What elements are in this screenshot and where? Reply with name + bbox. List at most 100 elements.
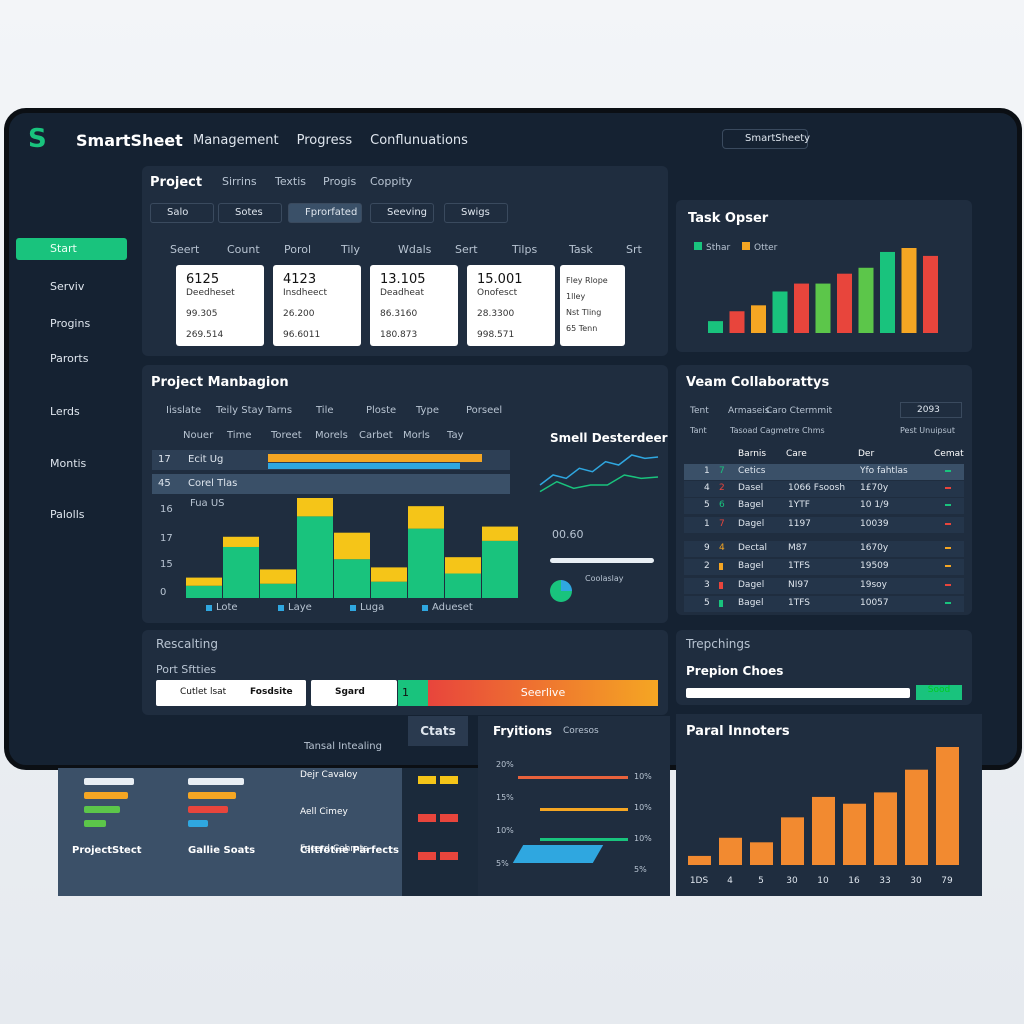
rescalting-label: Port Sftties	[156, 663, 217, 676]
sidebar-item[interactable]: Montis	[50, 457, 87, 470]
column-header: Type	[416, 405, 439, 416]
bar-segment	[445, 573, 481, 598]
column-header: Teily Stay	[216, 405, 264, 416]
legend-label: Sthar	[706, 243, 730, 253]
sidebar-item[interactable]: Serviv	[50, 280, 85, 293]
tab[interactable]: Project	[150, 175, 203, 190]
card-value: 4123	[283, 272, 317, 287]
tab[interactable]: Armaseis	[728, 406, 770, 416]
bar	[837, 273, 852, 333]
filter[interactable]: Salo	[150, 203, 214, 223]
row-name: Dagel	[738, 580, 765, 590]
row-der: 1£70y	[860, 483, 889, 493]
row-id: 45	[158, 478, 171, 489]
status[interactable]: Seerlive	[428, 680, 658, 706]
item-label: Fecerd Cehrnts	[300, 844, 368, 854]
sidebar-item[interactable]: Start	[16, 238, 127, 260]
filter[interactable]: Seeving	[370, 203, 434, 223]
row-name: Dagel	[738, 519, 765, 529]
tab[interactable]: Textis	[275, 175, 307, 188]
step: 1	[398, 680, 428, 706]
sidebar-item[interactable]: Palolls	[50, 508, 85, 521]
bar-segment	[482, 526, 518, 541]
caption: Coolaslay	[585, 574, 624, 583]
pill	[418, 814, 458, 822]
table-row	[684, 498, 964, 514]
row-id: 9	[704, 543, 710, 553]
subcolumn: Tay	[447, 430, 464, 441]
bar	[729, 311, 745, 333]
tab[interactable]: Progis	[323, 175, 357, 188]
row-care: 1TFS	[788, 561, 810, 571]
column-header: Tarns	[266, 405, 293, 416]
subcolumn: Morls	[403, 430, 430, 441]
bar-segment	[223, 536, 259, 547]
row-der: 19soy	[860, 580, 887, 590]
column-header: Porol	[284, 243, 312, 256]
tab[interactable]: Sirrins	[222, 175, 257, 188]
card-label: Onofesct	[477, 288, 518, 298]
column-header: Cemat	[934, 449, 964, 459]
subheader: Tant	[690, 426, 707, 435]
note: 65 Tenn	[566, 324, 598, 333]
row-mark: 4	[719, 543, 725, 553]
table-row	[684, 559, 964, 575]
sidebar-item[interactable]: Progins	[50, 317, 91, 330]
paral-chart: 1DS 4 5 30 10 16 33 30 79	[688, 747, 959, 886]
legend-label: Otter	[754, 243, 778, 253]
row-der: 10039	[860, 519, 889, 529]
row-care: 1066 Fsoosh	[788, 483, 846, 493]
axis-label: 17	[160, 533, 173, 544]
bar-segment	[186, 577, 222, 586]
nav-item[interactable]: Progress	[296, 133, 353, 148]
legend-label: Luga	[360, 602, 385, 613]
line	[518, 776, 628, 779]
axis-label: 15	[160, 559, 173, 570]
input[interactable]: Sgard	[311, 680, 397, 706]
notes	[560, 265, 625, 346]
stats-tab[interactable]: Ctats	[408, 716, 468, 746]
row-der: 10057	[860, 598, 889, 608]
bar-segment	[482, 540, 518, 598]
search[interactable]: SmartSheety	[722, 129, 810, 149]
column-header: Tilps	[512, 243, 538, 256]
tab[interactable]: Coppity	[370, 175, 413, 188]
filter[interactable]: Swigs	[444, 203, 508, 223]
nav-item[interactable]: Management	[193, 133, 279, 148]
subheader: Tasoad Cagmetre Chms	[730, 426, 825, 435]
sidebar-item[interactable]: Parorts	[50, 352, 89, 365]
input[interactable]: Fosdsite	[240, 680, 306, 706]
subcolumn: Nouer	[183, 430, 214, 441]
input[interactable]	[686, 688, 910, 698]
legend-label: Adueset	[432, 602, 473, 613]
bar-segment	[186, 585, 222, 598]
mini-bar	[188, 820, 208, 827]
line	[540, 838, 628, 841]
bar-segment	[297, 498, 333, 517]
legend-label: Laye	[288, 602, 312, 613]
tab[interactable]: Tent	[690, 406, 709, 416]
tab[interactable]: Caro Ctermmit	[766, 406, 833, 416]
year[interactable]: 2093	[900, 402, 962, 418]
column-header: Care	[786, 449, 807, 459]
nav-item[interactable]: Conflunuations	[370, 133, 468, 148]
card-label: Insdheect	[283, 288, 328, 298]
filter[interactable]: Fprorfated	[288, 203, 362, 223]
card-row: 99.305	[186, 309, 218, 319]
sidebar-item[interactable]: Lerds	[50, 405, 80, 418]
bar	[905, 769, 928, 865]
brand[interactable]: SmartSheet	[76, 131, 183, 150]
row-status	[945, 584, 951, 586]
filter[interactable]: Sotes	[218, 203, 282, 223]
column-header: Srt	[626, 243, 642, 256]
rescalting-title: Rescalting	[156, 637, 218, 651]
axis-label: 0	[160, 587, 167, 598]
row-mark: 7	[719, 519, 725, 529]
column-header: Der	[858, 449, 875, 459]
column-header: Ploste	[366, 405, 397, 416]
progress	[550, 558, 654, 563]
button[interactable]: Sood	[916, 685, 962, 700]
bar	[781, 817, 804, 865]
row-id: 4	[704, 483, 710, 493]
trepchings-title: Trepchings	[686, 637, 751, 651]
